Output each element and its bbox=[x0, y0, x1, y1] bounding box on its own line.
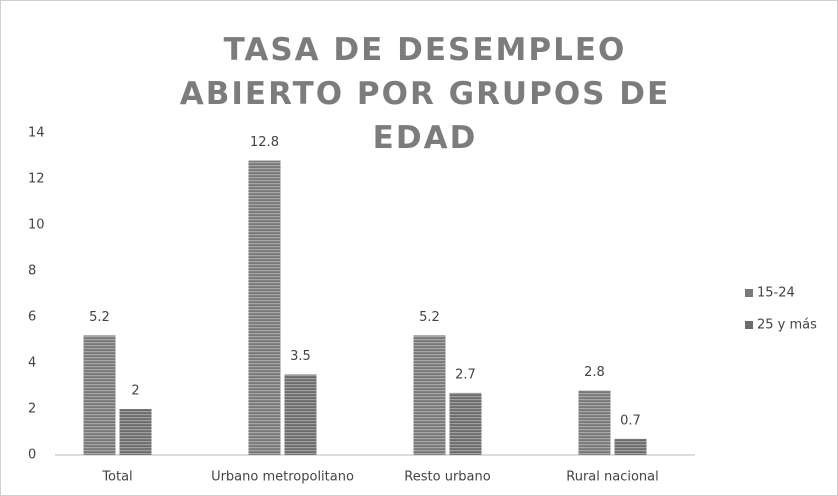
data-label: 3.5 bbox=[290, 349, 311, 364]
data-label: 2.8 bbox=[584, 365, 605, 380]
chart-title: TASA DE DESEMPLEO ABIERTO POR GRUPOS DE … bbox=[179, 32, 671, 156]
y-tick-label: 4 bbox=[28, 356, 36, 371]
x-tick-label: Urbano metropolitano bbox=[211, 470, 354, 485]
y-tick-label: 2 bbox=[28, 402, 36, 417]
bar-texture bbox=[578, 390, 611, 455]
data-label: 2 bbox=[131, 384, 139, 399]
x-tick-label: Resto urbano bbox=[404, 470, 490, 485]
bar-texture bbox=[449, 392, 482, 455]
data-label: 0.7 bbox=[620, 413, 641, 428]
legend-swatch bbox=[745, 321, 753, 329]
bar-texture bbox=[413, 335, 446, 455]
bar-texture bbox=[284, 374, 317, 455]
y-tick-label: 12 bbox=[28, 172, 45, 187]
legend-swatch bbox=[745, 289, 753, 297]
bar-texture bbox=[614, 438, 647, 455]
x-tick-label: Rural nacional bbox=[566, 470, 658, 485]
bar-texture bbox=[248, 160, 281, 455]
data-label: 2.7 bbox=[455, 367, 476, 382]
bar-texture bbox=[83, 335, 116, 455]
data-label: 12.8 bbox=[250, 135, 279, 150]
y-tick-label: 0 bbox=[28, 448, 36, 463]
y-tick-label: 10 bbox=[28, 218, 45, 233]
legend-label: 15-24 bbox=[757, 286, 795, 301]
x-tick-label: Total bbox=[101, 470, 132, 485]
y-tick-label: 8 bbox=[28, 264, 36, 279]
y-tick-label: 14 bbox=[28, 126, 45, 141]
y-tick-label: 6 bbox=[28, 310, 36, 325]
legend-label: 25 y más bbox=[757, 318, 817, 333]
data-label: 5.2 bbox=[419, 310, 440, 325]
data-label: 5.2 bbox=[89, 310, 110, 325]
bar-texture bbox=[119, 409, 152, 455]
